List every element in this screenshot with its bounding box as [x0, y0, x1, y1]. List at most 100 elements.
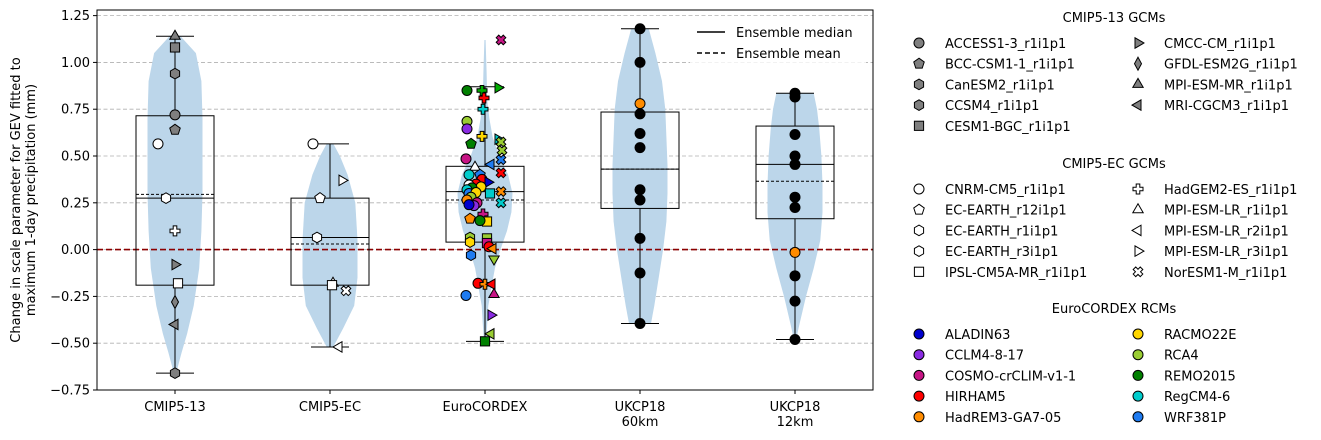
legend-label: NorESM1-M_r1i1p1 [1164, 266, 1287, 281]
legend-label: COSMO-crCLIM-v1-1 [945, 369, 1076, 384]
data-point [338, 174, 350, 187]
y-tick-label: 1.00 [61, 56, 90, 71]
legend-marker [1131, 77, 1145, 88]
data-point [476, 130, 488, 142]
legend-marker [913, 120, 925, 131]
data-point [479, 336, 491, 347]
data-point [307, 138, 319, 150]
y-axis-label: Change in scale parameter for GEV fitted… [9, 57, 39, 342]
y-tick-label: −0.25 [50, 290, 90, 305]
data-point [634, 142, 646, 154]
legend-marker [1132, 349, 1144, 361]
x-tick-label-line: UKCP18 [615, 400, 666, 415]
data-point [634, 128, 646, 140]
data-point [169, 67, 181, 80]
x-tick-label: UKCP18 12km [770, 400, 821, 430]
legend-label: RCA4 [1164, 349, 1199, 364]
legend-label: EC-EARTH_r3i1p1 [945, 245, 1058, 260]
data-point [464, 212, 476, 224]
data-point [331, 340, 343, 354]
data-point [340, 285, 352, 297]
legend: CMIP5-13 GCMs ACCESS1-3_r1i1p1 BCC-CSM1-1_… [913, 11, 1298, 426]
legend-marker [1132, 328, 1144, 340]
data-point [460, 153, 472, 165]
legend-marker [913, 37, 925, 49]
data-point [468, 160, 482, 171]
legend-label: IPSL-CM5A-MR_r1i1p1 [945, 266, 1087, 281]
legend-label: ACCESS1-3_r1i1p1 [945, 37, 1066, 52]
data-point [495, 167, 507, 179]
data-point [169, 109, 181, 121]
data-point [634, 184, 646, 196]
y-tick-label: −0.50 [50, 337, 90, 352]
legend-group-title: EuroCORDEX RCMs [1052, 302, 1177, 317]
data-point [495, 154, 507, 166]
legend-label: REMO2015 [1164, 369, 1236, 384]
legend-marker [1132, 266, 1144, 278]
legend-label: HadGEM2-ES_r1i1p1 [1164, 183, 1297, 198]
legend-marker [913, 78, 925, 91]
data-point [634, 318, 646, 330]
data-point [326, 280, 338, 291]
y-axis-label-line: Change in scale parameter for GEV fitted… [9, 57, 24, 342]
y-tick-label: −0.75 [50, 384, 90, 399]
data-point [311, 231, 323, 244]
legend-marker [913, 245, 925, 257]
y-tick-label: 0.50 [61, 150, 90, 165]
data-point [171, 258, 183, 271]
data-point [484, 278, 496, 291]
legend-marker [1132, 390, 1144, 402]
y-axis-label-line: maximum 1-day precipitation (mm) [24, 84, 39, 316]
legend-marker [1132, 369, 1144, 381]
x-tick-label-line: EuroCORDEX [443, 400, 528, 415]
data-point [789, 270, 801, 282]
legend-marker [913, 369, 925, 381]
data-point [789, 91, 801, 103]
legend-label: MPI-ESM-LR_r2i1p1 [1164, 224, 1289, 239]
data-point [634, 98, 646, 110]
legend-marker [1132, 411, 1144, 423]
y-tick-label: 1.25 [61, 9, 90, 24]
box [755, 125, 835, 220]
legend-marker [913, 349, 925, 361]
x-tick-label: UKCP18 60km [615, 400, 666, 430]
legend-label: MPI-ESM-LR_r3i1p1 [1164, 245, 1289, 260]
data-point [169, 367, 181, 380]
legend-label: WRF381P [1164, 411, 1226, 426]
data-point [789, 201, 801, 213]
y-tick-label: 0.75 [61, 103, 90, 118]
data-point [465, 249, 477, 262]
legend-label: GFDL-ESM2G_r1i1p1 [1164, 58, 1298, 73]
data-point [168, 29, 182, 40]
y-tick-label: 0.25 [61, 196, 90, 211]
violin [767, 93, 823, 340]
legend-label: MRI-CGCM3_r1i1p1 [1164, 99, 1289, 114]
legend-label: BCC-CSM1-1_r1i1p1 [945, 58, 1075, 73]
legend-marker [1131, 224, 1142, 237]
line-legend-label: Ensemble mean [736, 47, 841, 62]
y-tick-label: 0.00 [61, 243, 90, 258]
data-point [461, 84, 473, 96]
data-point [484, 188, 496, 199]
line-legend-background [690, 16, 866, 64]
data-point [314, 192, 326, 204]
data-point [474, 215, 486, 227]
legend-label: HIRHAM5 [945, 390, 1006, 405]
data-point [479, 278, 491, 290]
legend-marker [913, 266, 925, 277]
data-point [460, 289, 472, 301]
legend-marker [913, 224, 925, 237]
data-point [634, 23, 646, 35]
data-point [495, 197, 507, 209]
data-point [486, 242, 497, 255]
x-tick-label-line: CMIP5-13 [144, 400, 205, 415]
legend-marker [1131, 202, 1145, 214]
x-tick-label: CMIP5-13 [144, 400, 205, 415]
data-point [463, 199, 475, 211]
data-point [789, 128, 801, 140]
data-point [634, 108, 646, 120]
legend-label: RegCM4-6 [1164, 390, 1230, 405]
data-point [463, 169, 475, 181]
legend-marker [913, 99, 925, 111]
